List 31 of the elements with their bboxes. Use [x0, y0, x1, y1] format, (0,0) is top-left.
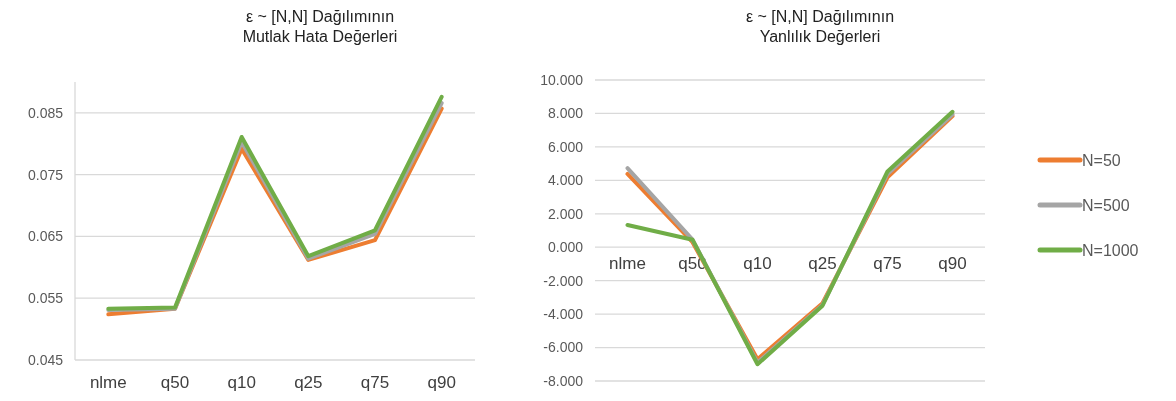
y-tick-label: 0.055 [27, 290, 64, 307]
x-tick-label: q90 [938, 254, 967, 274]
legend-label: N=500 [1082, 196, 1130, 214]
x-tick-label: nlme [89, 373, 127, 392]
x-tick-label: q25 [294, 373, 323, 392]
y-tick-label: 10.000 [540, 71, 584, 88]
x-tick-label: q10 [227, 373, 256, 392]
y-tick-label: 0.075 [27, 166, 64, 183]
legend-label: N=50 [1082, 151, 1121, 169]
y-tick-label: 0.085 [27, 104, 64, 121]
y-tick-label: 0.065 [27, 228, 64, 245]
y-tick-label: 6.000 [547, 138, 584, 155]
x-tick-label: q50 [160, 373, 190, 392]
x-tick-label: q75 [360, 373, 390, 392]
y-tick-label: 2.000 [547, 205, 584, 222]
x-tick-label: nlme [609, 254, 646, 274]
y-tick-label: 0.000 [547, 239, 584, 256]
y-tick-label: 4.000 [547, 172, 584, 189]
chart-title: ε ~ [N,N] Dağılımının Yanlılık Değerleri [745, 8, 895, 45]
x-tick-label: q25 [808, 254, 837, 274]
legend-label: N=1000 [1082, 241, 1139, 259]
y-tick-label: -8.000 [543, 372, 584, 389]
x-tick-label: q75 [873, 254, 902, 274]
chart-title: ε ~ [N,N] Dağılımının Mutlak Hata Değerleri [242, 8, 398, 45]
x-tick-label: q90 [427, 373, 456, 392]
y-tick-label: 0.045 [27, 351, 64, 368]
x-tick-label: q10 [743, 254, 772, 274]
y-tick-label: -2.000 [543, 272, 584, 289]
y-tick-label: -4.000 [543, 306, 584, 323]
y-tick-label: 8.000 [547, 105, 584, 122]
y-tick-label: -6.000 [543, 339, 584, 356]
